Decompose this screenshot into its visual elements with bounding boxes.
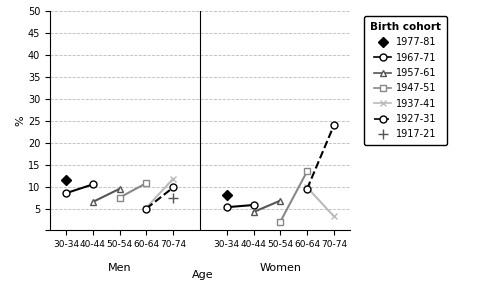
Text: Men: Men xyxy=(108,263,132,273)
Text: Age: Age xyxy=(192,270,214,280)
Legend: 1977-81, 1967-71, 1957-61, 1947-51, 1937-41, 1927-31, 1917-21: 1977-81, 1967-71, 1957-61, 1947-51, 1937… xyxy=(364,16,446,145)
Y-axis label: %: % xyxy=(15,115,25,126)
Text: Women: Women xyxy=(260,263,302,273)
